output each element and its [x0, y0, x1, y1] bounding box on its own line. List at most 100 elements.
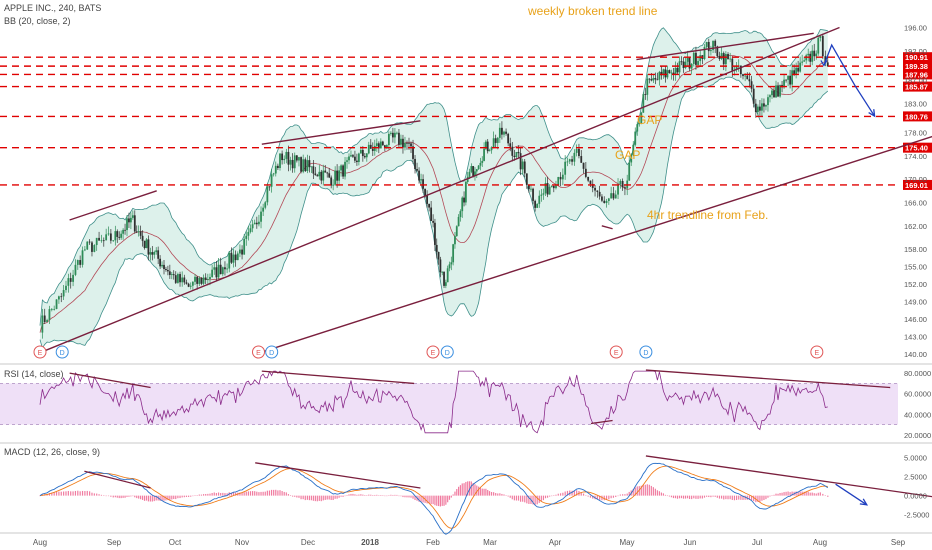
candle-body: [133, 215, 136, 232]
month-label-3: Nov: [235, 538, 249, 547]
candle-body: [750, 81, 753, 89]
candle-body: [636, 124, 639, 132]
annotation-gap-1: GAP: [637, 113, 663, 127]
event-label-1: D: [60, 350, 65, 357]
candle-body: [330, 177, 333, 186]
level-badge-5: [903, 142, 932, 153]
candle-body: [660, 71, 663, 76]
candle-body: [381, 141, 384, 146]
candle-body: [129, 217, 132, 223]
macd-histogram-bar: [258, 492, 260, 496]
candle-body: [432, 220, 435, 223]
candle-body: [571, 159, 573, 162]
candle-body: [692, 52, 695, 64]
macd-histogram-bar: [328, 495, 330, 500]
candle-body: [165, 269, 167, 271]
macd-histogram-bar: [540, 495, 542, 502]
macd-histogram-bar: [688, 495, 691, 499]
macd-histogram-bar: [376, 494, 378, 496]
rsi-indicator-label: RSI (14, close): [4, 369, 64, 379]
macd-histogram-bar: [151, 495, 153, 502]
candle-body: [332, 184, 335, 186]
macd-histogram-bar: [70, 491, 72, 496]
candle-body: [389, 132, 392, 134]
candle-body: [439, 259, 442, 273]
price-tick-6: 158.00: [904, 245, 927, 254]
candle-body: [295, 155, 298, 161]
candle-body: [224, 267, 226, 270]
macd-histogram-bar: [511, 495, 513, 500]
candle-body: [398, 132, 400, 145]
candle-body: [369, 144, 372, 149]
candle-body: [525, 173, 528, 185]
candle-body: [167, 270, 169, 272]
macd-histogram-bar: [524, 495, 526, 503]
candle-body: [640, 112, 643, 124]
candle-body: [527, 184, 530, 190]
candle-body: [748, 79, 751, 82]
candle-body: [181, 277, 184, 283]
candle-body: [435, 244, 438, 252]
macd-histogram-bar: [149, 495, 151, 502]
candle-body: [209, 276, 211, 280]
macd-histogram-bar: [245, 491, 247, 496]
macd-histogram-bar: [761, 495, 763, 501]
annotation-weekly-trendline: weekly broken trend line: [528, 4, 658, 18]
price-tick-9: 170.00: [904, 175, 927, 184]
candle-body: [200, 277, 203, 284]
candle-body: [787, 75, 789, 80]
candle-body: [746, 75, 749, 80]
candle-body: [157, 250, 160, 259]
candle-body: [373, 145, 376, 151]
macd-histogram-bar: [551, 495, 553, 497]
macd-histogram-bar: [374, 494, 376, 496]
candle-body: [131, 215, 134, 218]
candle-body: [302, 159, 305, 172]
candle-body: [328, 173, 331, 178]
candle-body: [744, 75, 747, 77]
candle-body: [304, 159, 307, 172]
candle-body: [477, 165, 480, 170]
candle-body: [365, 153, 368, 158]
projection-path: [823, 43, 876, 117]
macd-histogram-bar: [727, 495, 729, 500]
candle-body: [128, 218, 130, 223]
candle-body: [538, 195, 541, 204]
macd-histogram-bar: [249, 491, 252, 496]
candle-body: [564, 161, 567, 175]
candle-body: [815, 53, 818, 57]
macd-histogram-bar: [134, 495, 136, 498]
candle-body: [509, 143, 512, 147]
candle-body: [652, 78, 655, 81]
macd-projection-arrowhead: [859, 498, 869, 506]
candle-body: [120, 233, 123, 238]
macd-histogram-bar: [710, 495, 712, 498]
candle-body: [48, 309, 51, 321]
candle-body: [65, 285, 67, 291]
macd-histogram-bar: [48, 493, 51, 496]
macd-histogram-bar: [553, 495, 555, 496]
bollinger-band-fill: [40, 27, 828, 349]
candle-body: [785, 79, 787, 81]
macd-histogram-bar: [642, 484, 644, 496]
level-badge-1: [903, 61, 932, 72]
macd-histogram-bar: [660, 492, 662, 496]
candle-body: [496, 137, 499, 143]
candle-body: [540, 194, 543, 196]
macd-histogram-bar: [580, 492, 582, 496]
rsi-line: [39, 370, 828, 434]
macd-histogram-bar: [215, 493, 218, 496]
macd-histogram-bar: [93, 493, 95, 496]
candle-body: [230, 252, 233, 263]
candle-body: [371, 148, 374, 151]
macd-histogram-bar: [155, 495, 157, 501]
candle-body: [314, 173, 317, 176]
macd-histogram-bar: [390, 494, 392, 496]
candle-body: [454, 236, 456, 245]
candle-body: [322, 170, 325, 181]
macd-histogram-group: [39, 481, 829, 507]
macd-histogram-bar: [441, 495, 443, 506]
macd-histogram-bar: [472, 483, 474, 496]
macd-histogram-bar: [573, 490, 575, 496]
candle-body: [783, 79, 785, 88]
